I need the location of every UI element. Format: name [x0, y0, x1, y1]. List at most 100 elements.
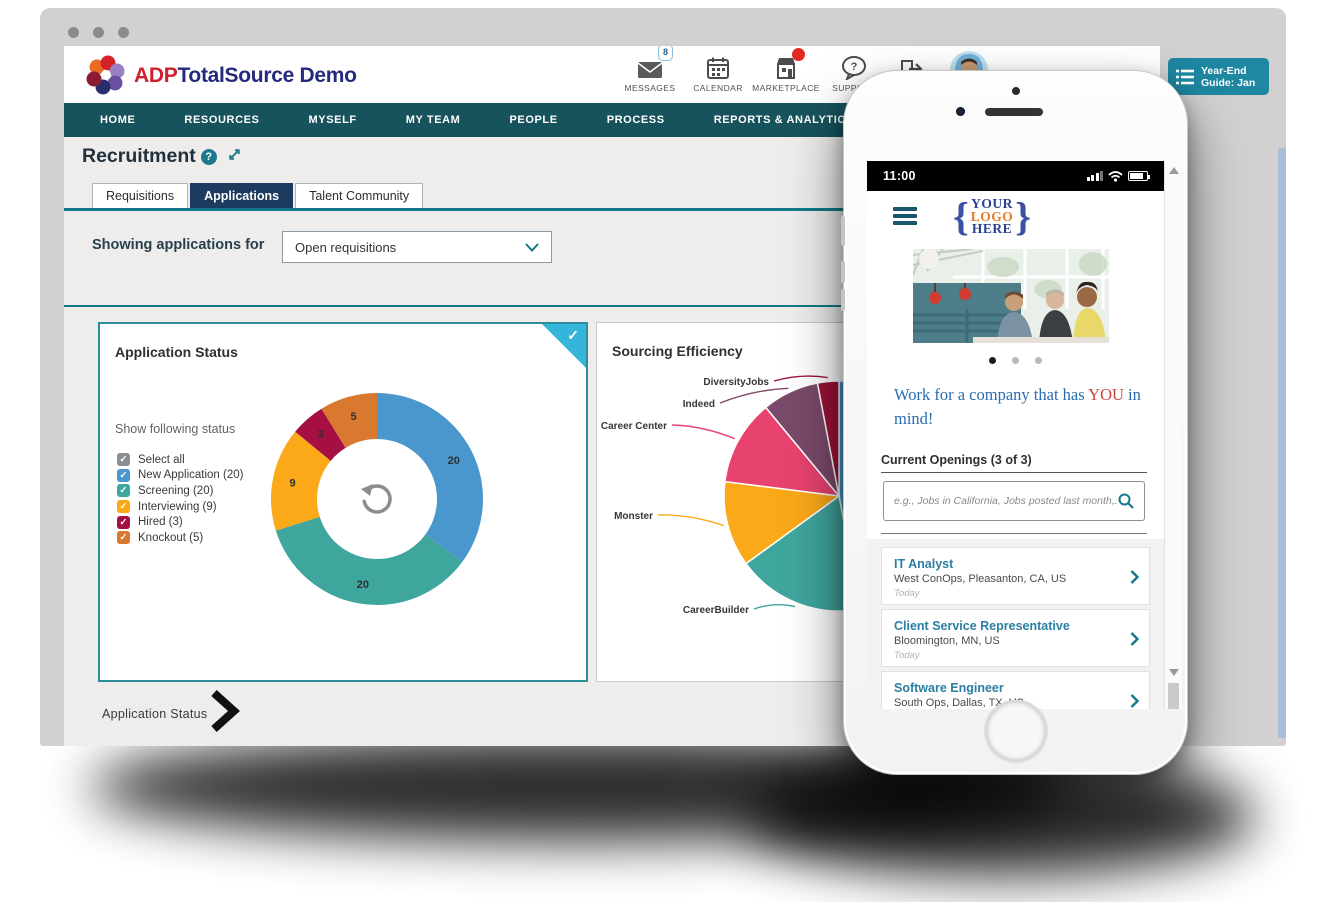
scroll-down-icon[interactable] — [1169, 669, 1179, 676]
legend-item-screening-20[interactable]: ✓ Screening (20) — [117, 483, 243, 499]
job-location: West ConOps, Pleasanton, CA, US — [894, 573, 1067, 585]
svg-text:Career Center: Career Center — [601, 421, 667, 432]
window-dot-1[interactable] — [68, 27, 79, 38]
legend-label: Interviewing (9) — [138, 500, 217, 513]
phone-mute-switch[interactable] — [841, 216, 845, 246]
pie-slice-monster[interactable] — [723, 480, 841, 565]
checkbox-icon[interactable]: ✓ — [117, 531, 130, 545]
storefront-icon — [743, 48, 829, 80]
job-title: Software Engineer — [894, 681, 1004, 695]
expand-icon[interactable] — [226, 146, 243, 163]
job-list: IT Analyst West ConOps, Pleasanton, CA, … — [867, 539, 1164, 709]
carousel-dot-3[interactable] — [1035, 357, 1042, 364]
checkbox-icon[interactable]: ✓ — [117, 453, 130, 467]
phone-volume-up[interactable] — [841, 261, 845, 283]
requisition-filter-select[interactable]: Open requisitions — [282, 231, 552, 263]
window-titlebar — [40, 8, 1286, 46]
job-posted-date: Today — [894, 588, 920, 599]
legend-label: Select all — [138, 453, 185, 466]
job-listing[interactable]: IT Analyst West ConOps, Pleasanton, CA, … — [881, 547, 1150, 605]
svg-text:5: 5 — [351, 411, 357, 423]
legend-item-hired-3[interactable]: ✓ Hired (3) — [117, 514, 243, 530]
window-dot-2[interactable] — [93, 27, 104, 38]
job-search-box[interactable] — [883, 481, 1145, 521]
calendar-icon — [675, 52, 761, 80]
messages-button[interactable]: 8 MESSAGES — [607, 46, 693, 93]
legend-item-interviewing-9[interactable]: ✓ Interviewing (9) — [117, 499, 243, 515]
carousel-dot-1[interactable] — [989, 357, 996, 364]
chevron-down-icon — [525, 242, 539, 252]
filter-label: Showing applications for — [92, 237, 265, 253]
wifi-icon — [1108, 170, 1123, 182]
page-title: Recruitment? — [82, 145, 243, 168]
scroll-up-icon[interactable] — [1169, 167, 1179, 174]
job-listing[interactable]: Client Service Representative Bloomingto… — [881, 609, 1150, 667]
legend-item-knockout-5[interactable]: ✓ Knockout (5) — [117, 530, 243, 546]
legend-label: Screening (20) — [138, 484, 214, 497]
checkbox-icon[interactable]: ✓ — [117, 500, 130, 514]
nav-item-process[interactable]: PROCESS — [606, 114, 665, 126]
donut-slice-new-application[interactable] — [377, 393, 483, 562]
legend-item-select-all[interactable]: ✓ Select all — [117, 452, 243, 468]
checkbox-icon[interactable]: ✓ — [117, 484, 130, 498]
legend-item-new-application-20[interactable]: ✓ New Application (20) — [117, 468, 243, 484]
job-location: Bloomington, MN, US — [894, 635, 1000, 647]
pie-slice-diversityjobs[interactable] — [816, 380, 840, 497]
svg-text:DiversityJobs: DiversityJobs — [703, 377, 769, 388]
svg-text:CareerBuilder: CareerBuilder — [683, 605, 749, 616]
application-status-card[interactable]: ✓ Application Status Show following stat… — [98, 322, 588, 682]
support-button[interactable]: ? SUPPORT — [811, 52, 897, 93]
nav-item-my-team[interactable]: MY TEAM — [405, 114, 461, 126]
list-icon — [1176, 69, 1194, 84]
calendar-button[interactable]: CALENDAR — [675, 52, 761, 93]
nav-item-myself[interactable]: MYSELF — [308, 114, 357, 126]
carousel-dot-2[interactable] — [1012, 357, 1019, 364]
marketplace-button[interactable]: MARKETPLACE — [743, 48, 829, 93]
phone-speaker — [985, 108, 1043, 116]
tab-underline — [64, 208, 1160, 211]
nav-item-home[interactable]: HOME — [100, 114, 136, 126]
list-divider — [881, 533, 1147, 534]
envelope-icon: 8 — [607, 46, 693, 80]
phone-home-button[interactable] — [985, 700, 1047, 762]
checkbox-icon[interactable]: ✓ — [117, 468, 130, 482]
search-icon[interactable] — [1118, 493, 1134, 509]
donut-slice-interviewing[interactable] — [271, 431, 331, 531]
phone-volume-down[interactable] — [841, 289, 845, 311]
job-search-input[interactable] — [894, 495, 1118, 507]
refresh-icon[interactable] — [359, 481, 395, 517]
donut-slice-knockout[interactable] — [321, 393, 377, 448]
donut-slice-hired[interactable] — [295, 408, 346, 461]
check-icon: ✓ — [567, 327, 579, 343]
scroll-thumb[interactable] — [1168, 683, 1179, 709]
nav-item-people[interactable]: PEOPLE — [509, 114, 558, 126]
donut-slice-screening[interactable] — [275, 516, 463, 605]
messages-badge: 8 — [658, 46, 673, 61]
checkbox-icon[interactable]: ✓ — [117, 515, 130, 529]
brand-logo[interactable]: ADPTotalSource Demo — [82, 53, 357, 99]
phone-scrollbar[interactable] — [1164, 161, 1182, 709]
help-icon[interactable]: ? — [200, 149, 217, 165]
card-subtitle: Show following status — [115, 422, 236, 436]
nav-item-resources[interactable]: RESOURCES — [184, 114, 260, 126]
svg-text:Indeed: Indeed — [683, 399, 715, 410]
window-scrollbar[interactable] — [1278, 148, 1286, 738]
legend-label: New Application (20) — [138, 469, 244, 482]
tab-requisitions[interactable]: Requisitions — [92, 183, 189, 208]
tab-talent-community[interactable]: Talent Community — [295, 183, 424, 208]
job-title: Client Service Representative — [894, 619, 1070, 633]
tab-applications[interactable]: Applications — [190, 183, 294, 208]
your-logo-here[interactable]: { YOUR LOGO HERE } — [953, 194, 1032, 239]
hamburger-menu-icon[interactable] — [893, 207, 917, 228]
application-status-donut-chart[interactable]: 20 20 9 3 5 — [257, 379, 497, 619]
battery-icon — [1128, 171, 1150, 181]
chevron-right-icon — [1130, 632, 1140, 651]
window-dot-3[interactable] — [118, 27, 129, 38]
nav-item-reports-analytics[interactable]: REPORTS & ANALYTICS — [713, 114, 854, 126]
pie-slice-career-center[interactable] — [724, 406, 841, 497]
application-status-section-link[interactable]: Application Status — [102, 707, 208, 721]
chevron-right-icon[interactable] — [210, 689, 240, 738]
svg-text:Monster: Monster — [614, 511, 653, 522]
year-end-guide-button[interactable]: Year-End Guide: Jan — [1168, 58, 1269, 95]
brand-text: ADPTotalSource Demo — [134, 64, 357, 87]
